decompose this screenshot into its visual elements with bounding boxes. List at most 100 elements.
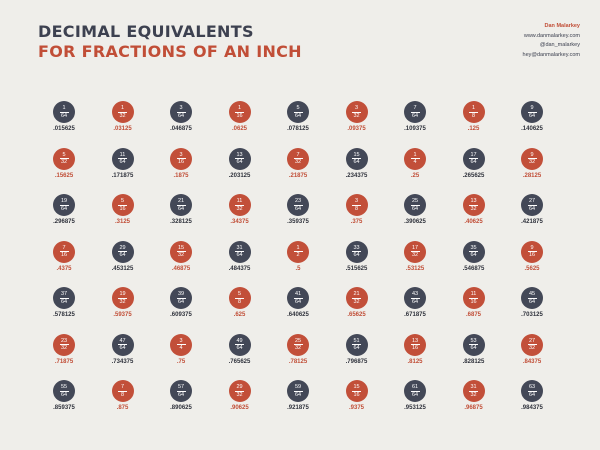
decimal-value: .125: [467, 126, 480, 132]
fraction-numerator: 57: [177, 384, 185, 391]
fraction-numerator: 5: [237, 291, 242, 298]
fraction-denominator: 8: [120, 391, 125, 398]
fraction-numerator: 33: [353, 244, 360, 251]
fraction-numerator: 5: [296, 105, 300, 112]
fraction-denominator: 2: [296, 252, 300, 259]
fraction-denominator: 32: [119, 298, 126, 305]
fraction-bar: [176, 111, 186, 113]
fraction-numerator: 41: [294, 291, 302, 298]
decimal-value: .453125: [111, 265, 134, 272]
decimal-value: .859375: [53, 405, 75, 411]
fraction-circle: 43 64: [404, 287, 426, 309]
decimal-value: .234375: [345, 172, 368, 179]
fraction-circle: 37 64: [53, 287, 75, 309]
fraction-denominator: 32: [353, 298, 360, 305]
fraction-cell: 13 16 .8125: [395, 333, 435, 374]
decimal-value: .5: [295, 265, 301, 272]
fraction-bar: [235, 204, 244, 206]
fraction-numerator: 21: [353, 291, 360, 298]
author-email: hey@danmalarkey.com: [522, 51, 580, 58]
fraction-bar: [59, 297, 69, 299]
fraction-bar: [410, 297, 420, 299]
fraction-cell: 37 64 .578125: [44, 287, 84, 327]
fraction-bar: [176, 158, 186, 159]
fraction-bar: [527, 204, 537, 206]
decimal-value: .734375: [111, 358, 134, 365]
fraction-circle: 47 64: [111, 333, 134, 356]
fraction-bar: [352, 111, 361, 113]
fraction-circle: 27 32: [521, 333, 543, 356]
decimal-value: .421875: [521, 219, 543, 225]
fraction-denominator: 64: [353, 159, 360, 166]
fraction-cell: 7 8 .875: [103, 380, 143, 420]
decimal-value: .90625: [230, 405, 249, 411]
fraction-bar: [410, 251, 420, 252]
fraction-cell: 47 64 .734375: [103, 333, 143, 374]
fraction-cell: 43 64 .671875: [395, 287, 435, 327]
fraction-bar: [469, 158, 478, 159]
fraction-circle: 25 64: [404, 194, 426, 216]
author-website: www.danmalarkey.com: [523, 32, 580, 39]
fraction-circle: 51 64: [345, 333, 368, 356]
fraction-circle: 7 16: [53, 240, 75, 263]
decimal-value: .171875: [111, 172, 134, 179]
fraction-cell: 3 4.75: [161, 333, 201, 374]
fraction-cell: 39 64 .609375: [161, 287, 201, 327]
fraction-numerator: 53: [470, 337, 477, 344]
fraction-cell: 53 64 .828125: [454, 333, 494, 374]
fraction-denominator: 64: [294, 298, 302, 305]
fraction-cell: 5 16 .3125: [103, 194, 143, 234]
fraction-denominator: 8: [237, 298, 242, 305]
fraction-numerator: 49: [236, 337, 243, 344]
fraction-circle: 57 64: [170, 380, 192, 402]
fraction-cell: 21 32 .65625: [337, 287, 377, 327]
fraction-bar: [293, 344, 303, 345]
fraction-bar: [235, 297, 244, 299]
fraction-bar: [527, 344, 537, 345]
decimal-value: .015625: [53, 126, 75, 132]
fraction-cell: 61 64 .953125: [395, 380, 435, 420]
fraction-circle: 5 64: [287, 101, 309, 123]
fraction-bar: [527, 158, 537, 159]
fraction-circle: 11 16: [462, 287, 485, 309]
fraction-circle: 61 64: [404, 380, 426, 402]
fraction-circle: 5 16: [111, 194, 134, 216]
fraction-circle: 31 64: [228, 240, 251, 263]
fraction-bar: [352, 344, 361, 345]
fraction-denominator: 16: [60, 252, 68, 259]
fraction-denominator: 64: [528, 391, 536, 398]
fraction-numerator: 37: [60, 291, 68, 298]
decimal-value: .4375: [56, 265, 72, 272]
fraction-numerator: 13: [470, 198, 477, 205]
fraction-numerator: 21: [177, 198, 185, 205]
author-credits: Dan Malarkey www.danmalarkey.com @dan_ma…: [523, 22, 580, 60]
fraction-bar: [410, 111, 420, 113]
fraction-denominator: 64: [353, 345, 360, 352]
fraction-numerator: 1: [413, 151, 417, 158]
decimal-value: .0625: [231, 126, 247, 132]
fraction-denominator: 32: [177, 252, 185, 259]
decimal-value: .6875: [465, 312, 481, 318]
decimal-value: .8125: [407, 358, 423, 365]
fraction-bar: [410, 204, 420, 206]
fraction-numerator: 59: [294, 384, 302, 391]
fraction-circle: 3 32: [345, 101, 368, 123]
fraction-cell: 1 64 .015625: [44, 101, 84, 141]
fraction-cell: 49 64 .765625: [220, 333, 260, 374]
decimal-value: .46875: [171, 265, 191, 272]
fraction-denominator: 32: [411, 252, 419, 259]
fraction-bar: [235, 111, 244, 113]
fraction-denominator: 64: [470, 252, 477, 259]
fraction-circle: 13 16: [404, 333, 426, 356]
fraction-bar: [59, 204, 69, 206]
fraction-circle: 39 64: [170, 287, 192, 309]
fraction-bar: [293, 158, 303, 159]
fraction-cell: 63 64 .984375: [512, 380, 552, 420]
fraction-bar: [410, 390, 420, 392]
fraction-circle: 1 32: [111, 101, 134, 123]
decimal-value: .1875: [173, 172, 189, 179]
decimal-value: .203125: [228, 172, 251, 179]
fraction-denominator: 64: [60, 391, 68, 398]
